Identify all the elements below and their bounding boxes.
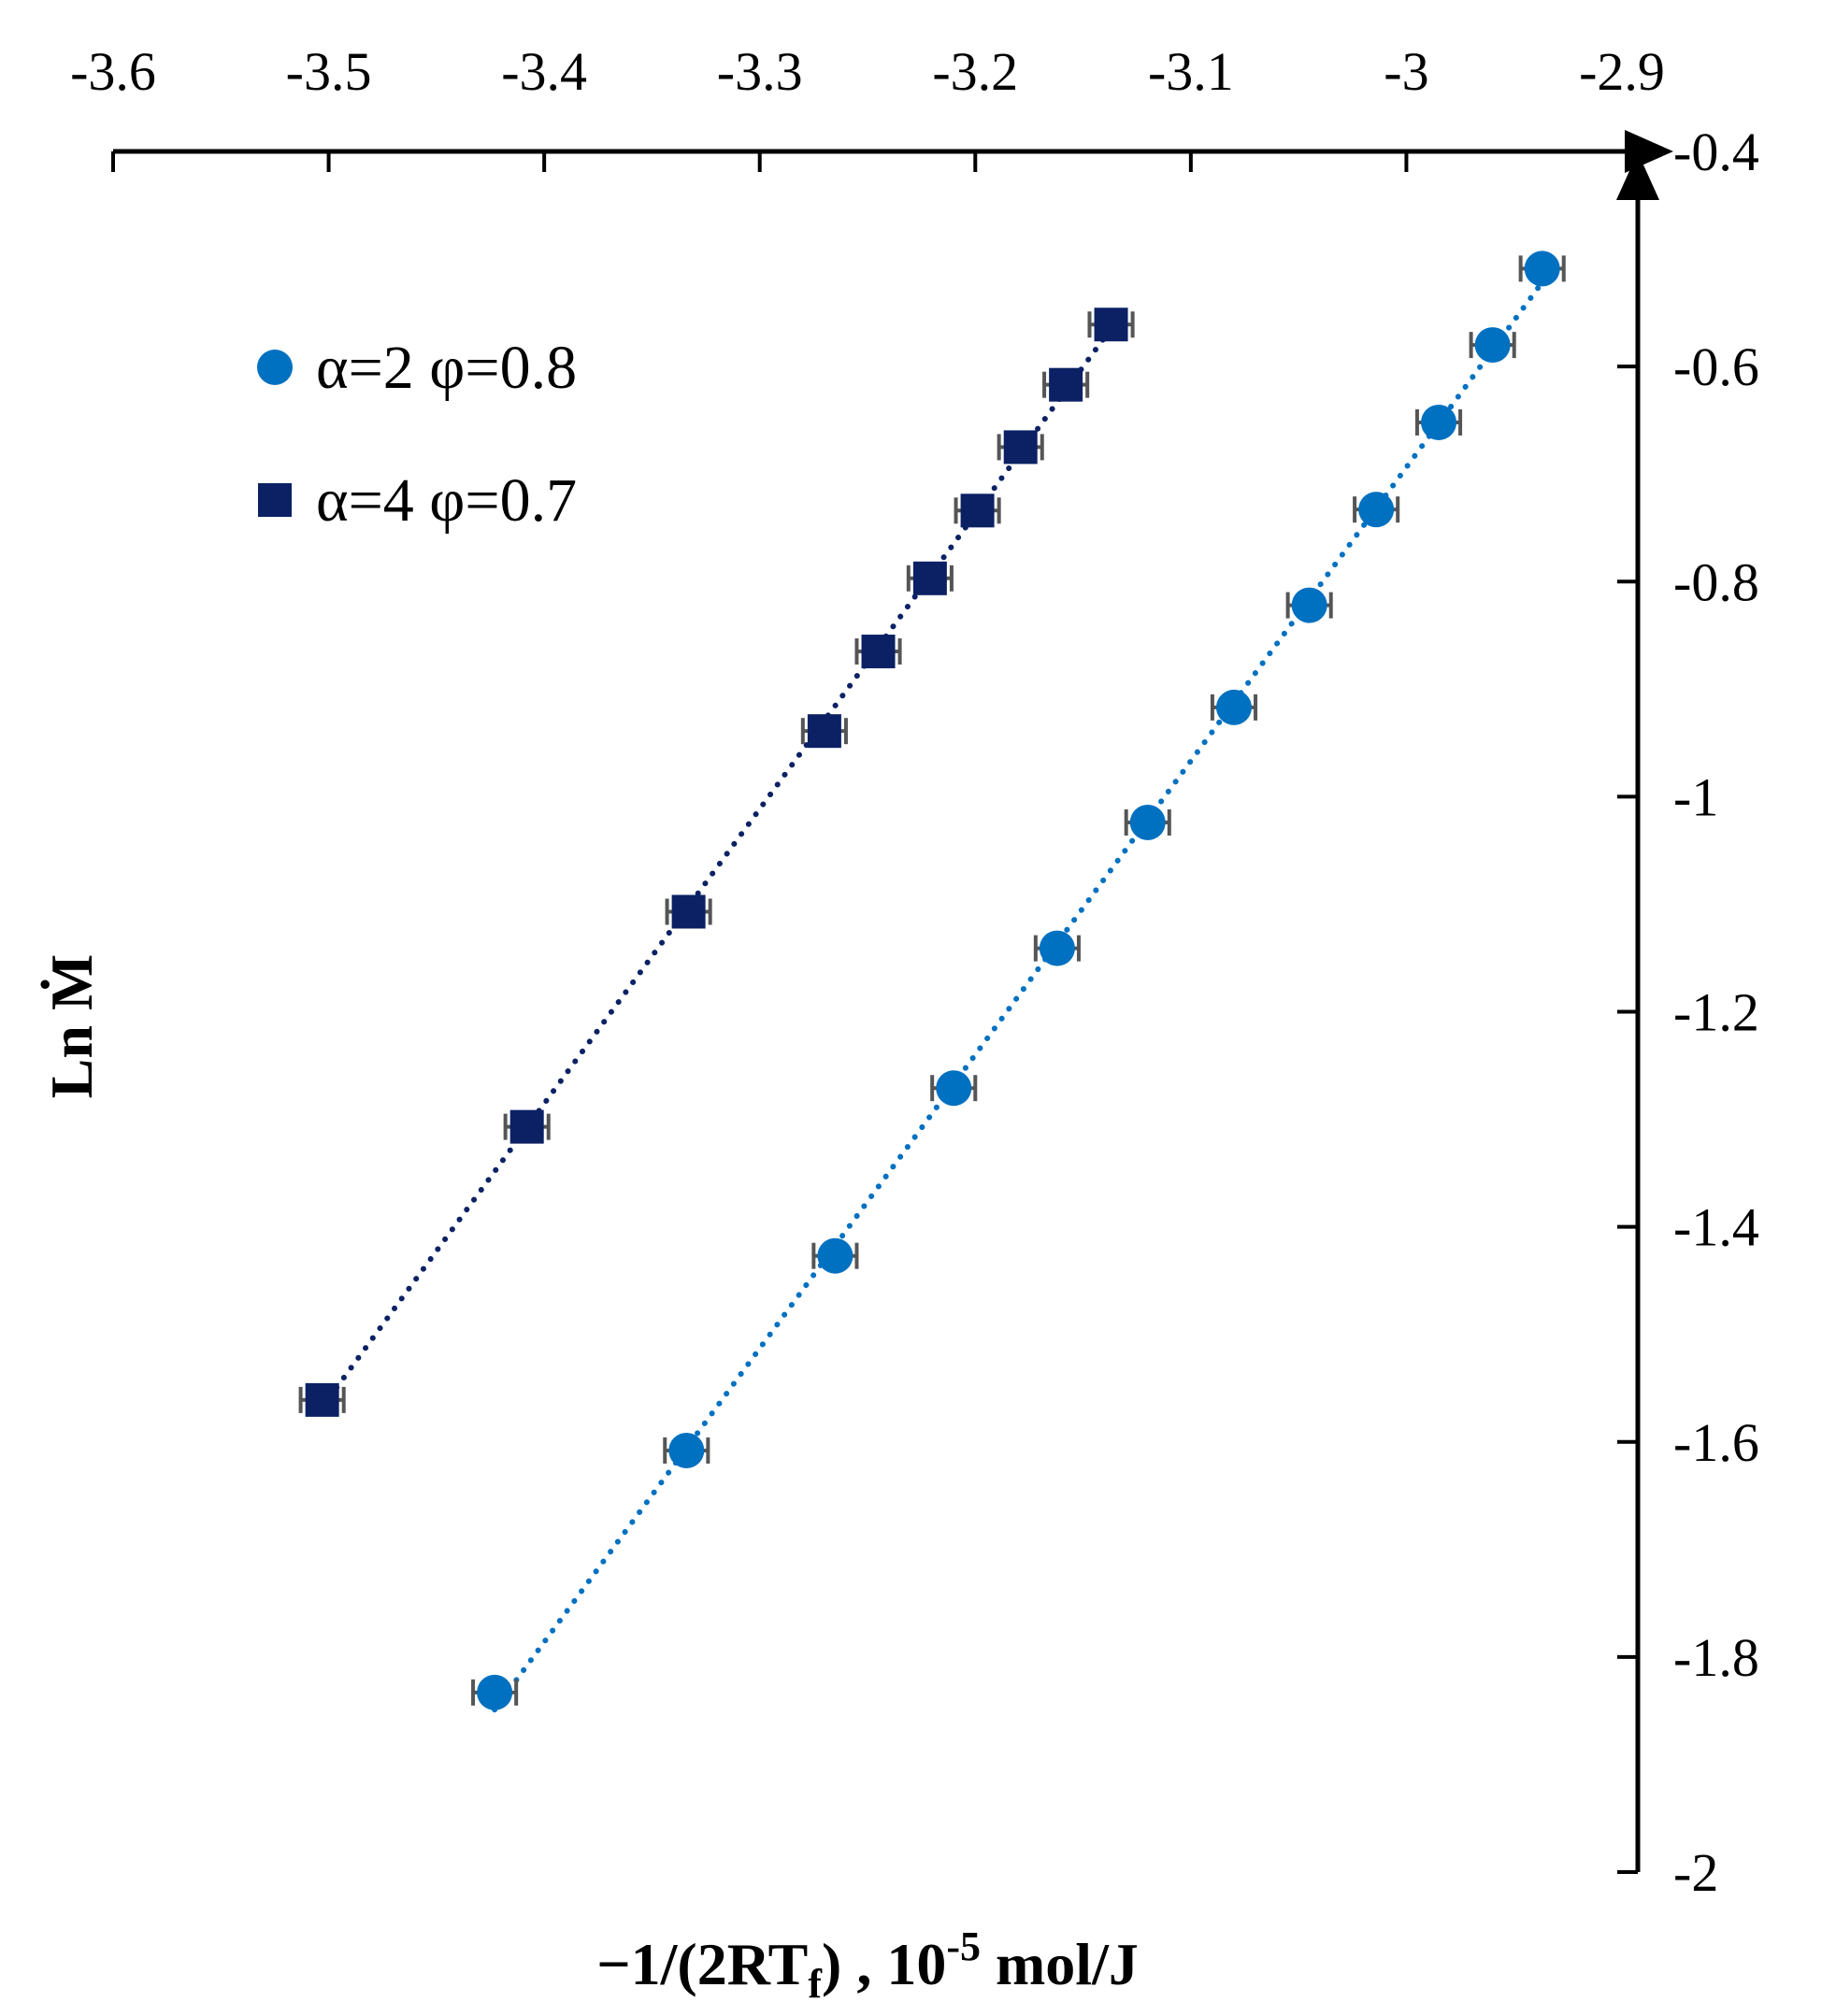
legend-item-1: α=2 φ=0.8 [257,334,577,402]
data-point [807,714,841,749]
legend-item-2: α=4 φ=0.7 [258,466,577,535]
data-point [1524,250,1560,287]
x-tick-label: -3.1 [1148,41,1234,102]
data-point [305,1382,339,1417]
y-tick-label: -1.6 [1673,1412,1759,1473]
trendline [492,279,1545,1713]
legend-marker [258,483,292,517]
y-tick-label: -0.8 [1673,551,1759,612]
data-point [477,1674,513,1710]
y-tick-label: -1.4 [1673,1197,1759,1258]
x-axis-title-subscript: f [808,1961,823,2007]
data-point [1215,689,1252,725]
data-point [1129,804,1166,840]
x-ticks: -3.6 -3.5 -3.4 -3.3 -3.2 -3.1 -3 -2.9 [70,41,1665,172]
x-axis-title: −1/(2RTf) , 10-5 mol/J [596,1923,1139,2007]
y-tick-label: -0.4 [1673,122,1759,182]
x-tick-label: -2.9 [1579,41,1665,102]
y-tick-label: -1 [1673,766,1718,827]
y-tick-label: -0.6 [1673,336,1759,397]
data-point [1094,307,1128,342]
legend-marker [257,350,293,385]
x-tick-label: -3.3 [717,41,803,102]
y-tick-label: -1.2 [1673,982,1759,1043]
data-point [1421,404,1457,440]
legend-label: α=2 φ=0.8 [316,334,577,402]
series-layer [298,250,1566,1713]
data-point [668,1432,705,1468]
x-tick-label: -3.6 [70,41,156,102]
data-point [1049,367,1083,402]
series-1 [471,250,1566,1713]
series-2 [298,307,1135,1417]
y-tick-label: -2 [1673,1842,1718,1903]
data-point [936,1070,972,1107]
data-point [671,894,706,929]
data-point [960,493,995,528]
x-tick-label: -3 [1384,41,1428,102]
y-ticks: -0.4 -0.6 -0.8 -1 -1.2 -1.4 -1.6 -1.8 -2 [1617,122,1759,1903]
x-axis-title-superscript: -5 [946,1923,981,1969]
legend-label: α=4 φ=0.7 [316,466,577,535]
x-tick-label: -3.4 [501,41,587,102]
data-point [1474,327,1511,364]
y-axis-title: Ln Ṁ [38,954,105,1099]
data-point [1358,492,1395,528]
x-tick-label: -3.5 [286,41,372,102]
data-point [861,635,896,669]
legend: α=2 φ=0.8 α=4 φ=0.7 [257,334,577,535]
axes [113,130,1673,1872]
data-point [817,1237,853,1274]
x-tick-label: -3.2 [932,41,1018,102]
data-point [1039,930,1075,966]
y-axis-arrowhead [1616,152,1659,200]
y-tick-label: -1.8 [1673,1627,1759,1688]
data-point [1003,430,1038,465]
data-point [1291,587,1327,623]
data-point [509,1109,544,1144]
data-point [912,561,947,595]
